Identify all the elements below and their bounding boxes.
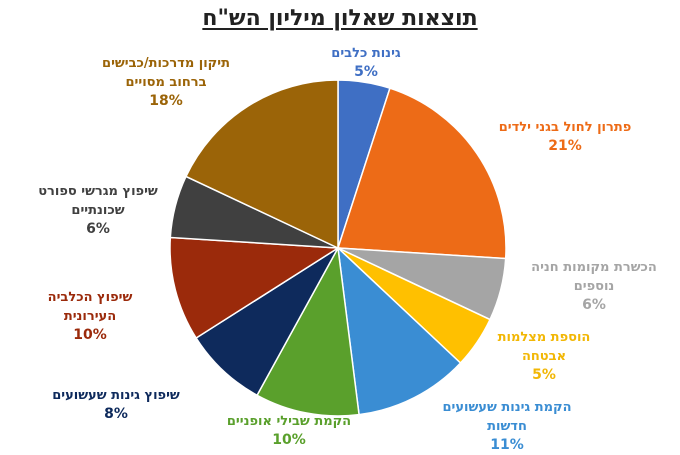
slice-label-1: גינות כלבים 5% bbox=[331, 44, 400, 82]
slice-label-2: פתרון לחול בגני ילדים 21% bbox=[499, 118, 632, 156]
chart-title: תוצאות שאלון מיליון הש"ח bbox=[202, 6, 478, 31]
slice-label-5: הקמת גינות שעשועים חדשות 11% bbox=[442, 398, 571, 455]
slice-percent-label: 10% bbox=[272, 432, 306, 448]
slice-percent-label: 5% bbox=[354, 64, 378, 80]
slice-label-10: תיקון מדרכות/כבישים ברחוב מסויים 18% bbox=[102, 54, 230, 111]
slice-percent-label: 6% bbox=[86, 221, 110, 237]
slice-percent-label: 5% bbox=[532, 367, 556, 383]
slice-label-6: הקמת שבילי אופניים 10% bbox=[227, 412, 351, 450]
slice-label-7: שיפוץ גינות שעשועים 8% bbox=[52, 386, 180, 424]
slice-percent-label: 8% bbox=[104, 406, 128, 422]
slice-label-text: אבטחה bbox=[521, 349, 567, 364]
slice-percent-label: 11% bbox=[490, 437, 524, 453]
slice-label-text: העירונית bbox=[63, 309, 117, 324]
slice-label-text: הוספת מצלמות bbox=[497, 330, 591, 345]
pie-slice-5 bbox=[336, 246, 462, 416]
slice-label-text: תיקון מדרכות/כבישים bbox=[102, 56, 230, 71]
slice-label-9: שיפוץ מגרשי ספורט שכונתיים 6% bbox=[38, 182, 158, 239]
pie-slice-10 bbox=[184, 79, 339, 250]
pie-slice-2 bbox=[336, 87, 507, 260]
slice-percent-label: 21% bbox=[548, 138, 582, 154]
slice-percent-label: 18% bbox=[149, 93, 183, 109]
slice-label-text: ברחוב מסויים bbox=[125, 75, 207, 90]
slice-label-text: שיפוץ הכלביה bbox=[47, 290, 133, 305]
slice-label-8: שיפוץ הכלביה העירונית 10% bbox=[48, 288, 133, 345]
slice-label-text: נוספים bbox=[573, 279, 615, 294]
slice-label-text: שיפוץ מגרשי ספורט bbox=[38, 184, 158, 199]
slice-label-text: הקמת שבילי אופניים bbox=[226, 414, 352, 429]
pie-slice-6 bbox=[256, 245, 360, 417]
slice-label-3: הכשרת מקומות חניה נוספים 6% bbox=[531, 258, 657, 315]
slice-label-text: הקמת גינות שעשועים bbox=[442, 400, 572, 415]
slice-label-text: שכונתיים bbox=[71, 203, 125, 218]
slice-label-text: הכשרת מקומות חניה bbox=[531, 260, 657, 275]
pie-slice-8 bbox=[169, 236, 341, 340]
slice-percent-label: 10% bbox=[73, 327, 107, 343]
slice-label-text: גינות כלבים bbox=[331, 46, 401, 61]
slice-label-text: פתרון לחול בגני ילדים bbox=[498, 120, 632, 135]
slice-label-text: חדשות bbox=[487, 419, 527, 434]
slice-label-text: שיפוץ גינות שעשועים bbox=[52, 388, 180, 403]
slice-percent-label: 6% bbox=[582, 297, 606, 313]
slice-label-4: הוספת מצלמות אבטחה 5% bbox=[498, 328, 591, 385]
